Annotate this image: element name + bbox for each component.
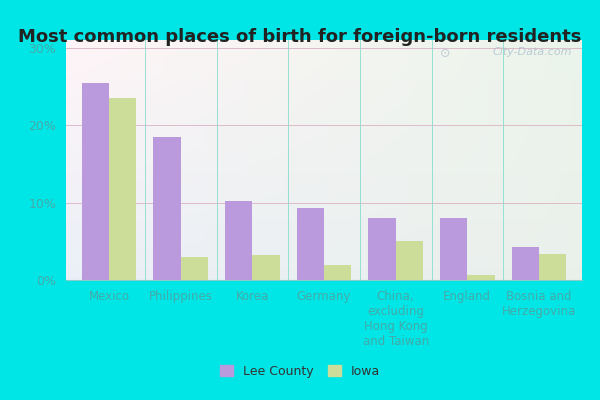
Bar [82,82,109,280]
Bar [181,257,208,280]
Bar [154,137,181,280]
Bar [253,255,280,280]
Bar [440,218,467,280]
Text: ⊙: ⊙ [440,47,451,60]
Bar [467,274,494,280]
Text: City-Data.com: City-Data.com [492,47,572,57]
Text: Most common places of birth for foreign-born residents: Most common places of birth for foreign-… [19,28,581,46]
Bar [324,264,351,280]
Bar [225,201,253,280]
Bar [512,247,539,280]
Bar [368,218,395,280]
Bar [539,254,566,280]
Bar [109,98,136,280]
Bar [395,241,423,280]
Legend: Lee County, Iowa: Lee County, Iowa [217,361,383,382]
Bar [297,208,324,280]
